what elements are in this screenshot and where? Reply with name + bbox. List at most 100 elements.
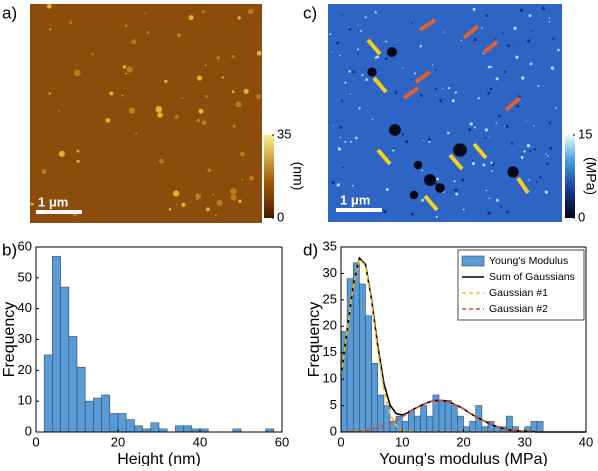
feature [76, 149, 80, 153]
histogram-bar [125, 419, 135, 433]
feature [435, 215, 438, 218]
feature [207, 168, 212, 173]
feature [487, 211, 491, 215]
feature [472, 7, 476, 11]
y-tick-label: 20 [18, 362, 32, 377]
histogram-bar [365, 315, 372, 433]
feature [109, 91, 114, 96]
feature [125, 72, 128, 75]
y-tick-label: 40 [18, 300, 32, 315]
feature [48, 92, 51, 95]
feature [354, 136, 358, 140]
feature [432, 64, 434, 66]
feature [195, 193, 202, 200]
feature [122, 65, 127, 69]
feature [356, 48, 359, 51]
feature [76, 159, 80, 163]
feature [124, 24, 128, 28]
feature [468, 128, 472, 132]
histogram-bar [408, 410, 415, 433]
y-tick-label: 0 [25, 423, 32, 438]
feature [204, 94, 208, 98]
histogram-bar [420, 405, 428, 433]
soft-feature [435, 183, 445, 193]
feature [541, 6, 545, 11]
feature [91, 52, 95, 56]
scale-bar [336, 208, 382, 212]
feature [514, 42, 516, 44]
feature [402, 67, 404, 69]
x-tick-label: 0 [337, 434, 344, 449]
feature [419, 44, 423, 48]
feature [394, 91, 398, 95]
feature [548, 122, 551, 125]
feature [231, 90, 235, 94]
feature [520, 156, 524, 159]
soft-feature [413, 160, 423, 170]
feature [495, 77, 499, 81]
feature [481, 27, 483, 29]
feature [121, 94, 124, 97]
feature [177, 33, 182, 38]
feature [205, 207, 210, 212]
feature [401, 133, 404, 136]
histogram-bar [43, 354, 53, 433]
feature [454, 188, 458, 192]
feature [453, 180, 456, 183]
feature [507, 44, 511, 48]
feature [248, 175, 254, 181]
histogram-bar [371, 362, 379, 433]
feature [216, 199, 223, 206]
feature [331, 51, 333, 53]
feature [434, 87, 437, 90]
feature [421, 198, 424, 202]
feature [247, 8, 254, 15]
feature [164, 79, 168, 84]
colorbar [264, 135, 274, 218]
feature [198, 108, 204, 114]
legend-label: Sum of Gaussians [489, 271, 575, 283]
legend-swatch [461, 255, 485, 267]
feature [155, 106, 163, 113]
feature [384, 57, 388, 60]
legend-label: Gaussian #1 [489, 287, 548, 299]
scale-bar [36, 210, 82, 214]
colorbar-tick-label: 15 [578, 126, 592, 141]
soft-feature [389, 124, 401, 136]
histogram-bar [450, 405, 458, 433]
feature [528, 14, 532, 17]
y-tick-label: 10 [18, 393, 32, 408]
feature [455, 192, 459, 196]
feature [523, 150, 526, 153]
feature [173, 190, 180, 197]
feature [442, 88, 444, 90]
feature [238, 199, 242, 204]
feature [549, 17, 551, 19]
feature [350, 140, 353, 143]
feature [196, 75, 203, 81]
histogram-bar [101, 394, 111, 433]
feature [216, 56, 220, 60]
feature [552, 37, 555, 40]
feature [471, 159, 473, 162]
feature [49, 28, 52, 31]
histogram-bar [530, 421, 538, 433]
feature [513, 26, 517, 30]
feature [392, 147, 395, 149]
feature [490, 65, 493, 68]
histogram-bar [414, 415, 421, 433]
colorbar-label: (nm) [290, 162, 306, 191]
feature [357, 24, 359, 26]
feature [46, 3, 52, 9]
feature [526, 144, 531, 148]
panel-label: c) [303, 3, 317, 22]
feature [348, 26, 350, 28]
feature [385, 188, 389, 191]
feature [146, 30, 150, 34]
feature [41, 168, 47, 174]
feature [419, 47, 421, 49]
feature [135, 132, 138, 135]
feature [356, 52, 359, 55]
feature [411, 212, 414, 216]
histogram-bar [84, 400, 94, 433]
